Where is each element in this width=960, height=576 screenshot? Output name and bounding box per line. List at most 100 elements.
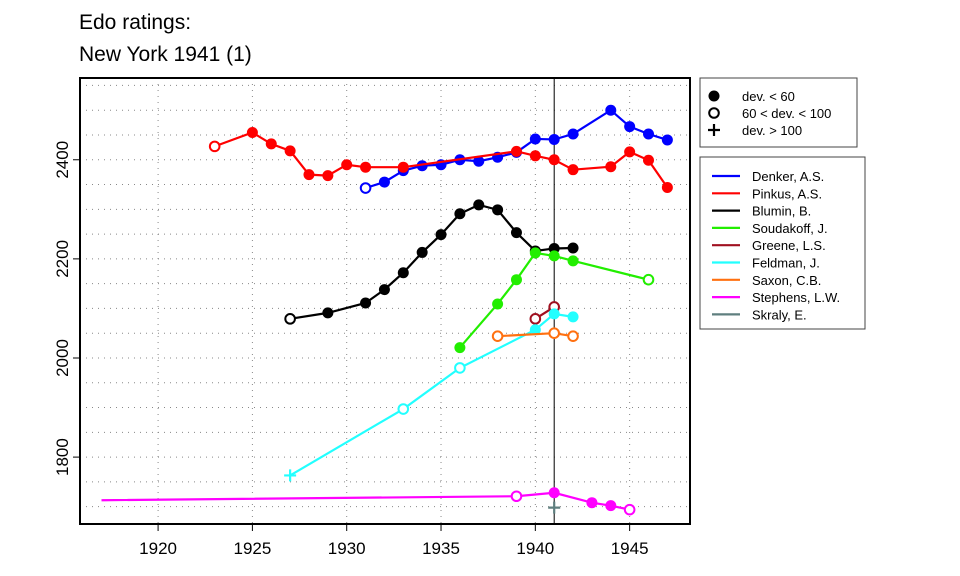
series-legend-label: Pinkus, A.S. xyxy=(752,186,822,201)
data-point-filled xyxy=(529,150,541,162)
data-point-filled xyxy=(605,500,617,512)
data-point-filled xyxy=(322,307,334,319)
data-point-filled xyxy=(246,127,258,139)
series-stephens-l-w- xyxy=(101,487,636,516)
data-point-filled xyxy=(529,324,541,336)
data-point-open xyxy=(708,107,720,119)
series-pinkus-a-s- xyxy=(208,127,673,194)
series-skraly-e- xyxy=(548,501,561,514)
marker-legend-label: dev. > 100 xyxy=(742,123,802,138)
data-point-open xyxy=(567,330,579,342)
data-point-filled xyxy=(416,160,428,172)
marker-legend-label: dev. < 60 xyxy=(742,89,795,104)
data-point-filled xyxy=(473,155,485,167)
series-line xyxy=(497,332,574,338)
y-tick-label: 2400 xyxy=(53,141,72,179)
series-feldman-j- xyxy=(284,308,579,482)
data-point-filled xyxy=(529,133,541,145)
series-legend-label: Greene, L.S. xyxy=(752,238,826,253)
series-blumin-b- xyxy=(284,199,579,325)
data-point-filled xyxy=(624,146,636,158)
data-point-filled xyxy=(303,169,315,181)
x-tick-label: 1920 xyxy=(139,539,177,558)
data-point-open xyxy=(491,330,504,342)
data-point-open xyxy=(208,140,221,153)
data-point-filled xyxy=(416,246,428,258)
data-point-filled xyxy=(605,161,617,173)
data-point-filled xyxy=(492,204,504,216)
data-point-filled xyxy=(492,298,504,310)
data-point-filled xyxy=(605,104,617,116)
data-point-filled xyxy=(454,208,466,220)
data-point-filled xyxy=(435,229,447,241)
data-point-filled xyxy=(567,242,579,254)
data-point-plus xyxy=(708,124,720,136)
data-point-filled xyxy=(284,145,296,157)
chart-title-line-2: New York 1941 (1) xyxy=(79,43,252,66)
grid xyxy=(80,78,690,524)
data-point-filled xyxy=(378,176,390,188)
data-point-filled xyxy=(454,342,466,354)
data-point-filled xyxy=(708,90,720,102)
data-point-filled xyxy=(510,145,522,157)
data-point-open xyxy=(284,313,296,325)
series-legend-label: Skraly, E. xyxy=(752,307,807,322)
data-point-open xyxy=(510,490,523,503)
data-point-filled xyxy=(548,308,560,320)
data-point-plus xyxy=(548,501,561,514)
data-point-open xyxy=(529,313,542,325)
data-point-filled xyxy=(567,128,579,140)
series-legend-label: Denker, A.S. xyxy=(752,169,824,184)
data-point-filled xyxy=(548,133,560,145)
data-point-open xyxy=(642,273,655,286)
series-line xyxy=(289,312,574,477)
data-point-filled xyxy=(661,182,673,194)
series-legend-label: Blumin, B. xyxy=(752,204,811,219)
series-saxon-c-b- xyxy=(491,327,579,342)
marker-legend-box xyxy=(699,77,858,148)
marker-legend: dev. < 60 60 < dev. < 100 dev. > 100 xyxy=(699,77,858,148)
data-point-filled xyxy=(643,154,655,166)
data-point-filled xyxy=(360,297,372,309)
data-point-open xyxy=(397,403,410,415)
series-legend-label: Saxon, C.B. xyxy=(752,273,821,288)
series-line xyxy=(289,203,574,320)
marker-legend-label: 60 < dev. < 100 xyxy=(742,106,831,121)
data-point-filled xyxy=(567,311,579,323)
data-point-filled xyxy=(397,267,409,279)
data-point-filled xyxy=(548,154,560,166)
data-point-open xyxy=(454,362,466,374)
axes: 1920 1925 1930 1935 1940 1945 1800 2000 2200 2400 xyxy=(53,78,649,558)
data-point-filled xyxy=(567,255,579,267)
data-point-filled xyxy=(661,134,673,146)
series-soudakoff-j- xyxy=(454,247,655,354)
series-legend: Denker, A.S. Pinkus, A.S. Blumin, B. Soudak… xyxy=(699,156,866,330)
series-line xyxy=(365,108,668,190)
x-tick-label: 1925 xyxy=(233,539,271,558)
y-tick-label: 1800 xyxy=(53,438,72,476)
chart-title-line-1: Edo ratings: xyxy=(79,11,191,34)
x-tick-label: 1940 xyxy=(516,539,554,558)
data-point-filled xyxy=(378,284,390,296)
data-point-filled xyxy=(397,161,409,173)
data-point-filled xyxy=(510,227,522,239)
series-group xyxy=(101,104,673,516)
data-point-filled xyxy=(548,487,560,499)
data-point-filled xyxy=(360,161,372,173)
data-point-filled xyxy=(341,159,353,171)
series-legend-label: Soudakoff, J. xyxy=(752,221,828,236)
data-point-filled xyxy=(473,199,485,211)
series-legend-label: Feldman, J. xyxy=(752,256,820,271)
x-tick-label: 1935 xyxy=(422,539,460,558)
y-tick-label: 2200 xyxy=(53,240,72,278)
data-point-filled xyxy=(322,170,334,182)
data-point-filled xyxy=(567,164,579,176)
data-point-filled xyxy=(510,274,522,286)
data-point-filled xyxy=(529,247,541,259)
series-legend-box xyxy=(699,156,866,330)
data-point-filled xyxy=(643,128,655,140)
x-tick-label: 1945 xyxy=(611,539,649,558)
x-tick-label: 1930 xyxy=(328,539,366,558)
data-point-open xyxy=(623,503,636,516)
